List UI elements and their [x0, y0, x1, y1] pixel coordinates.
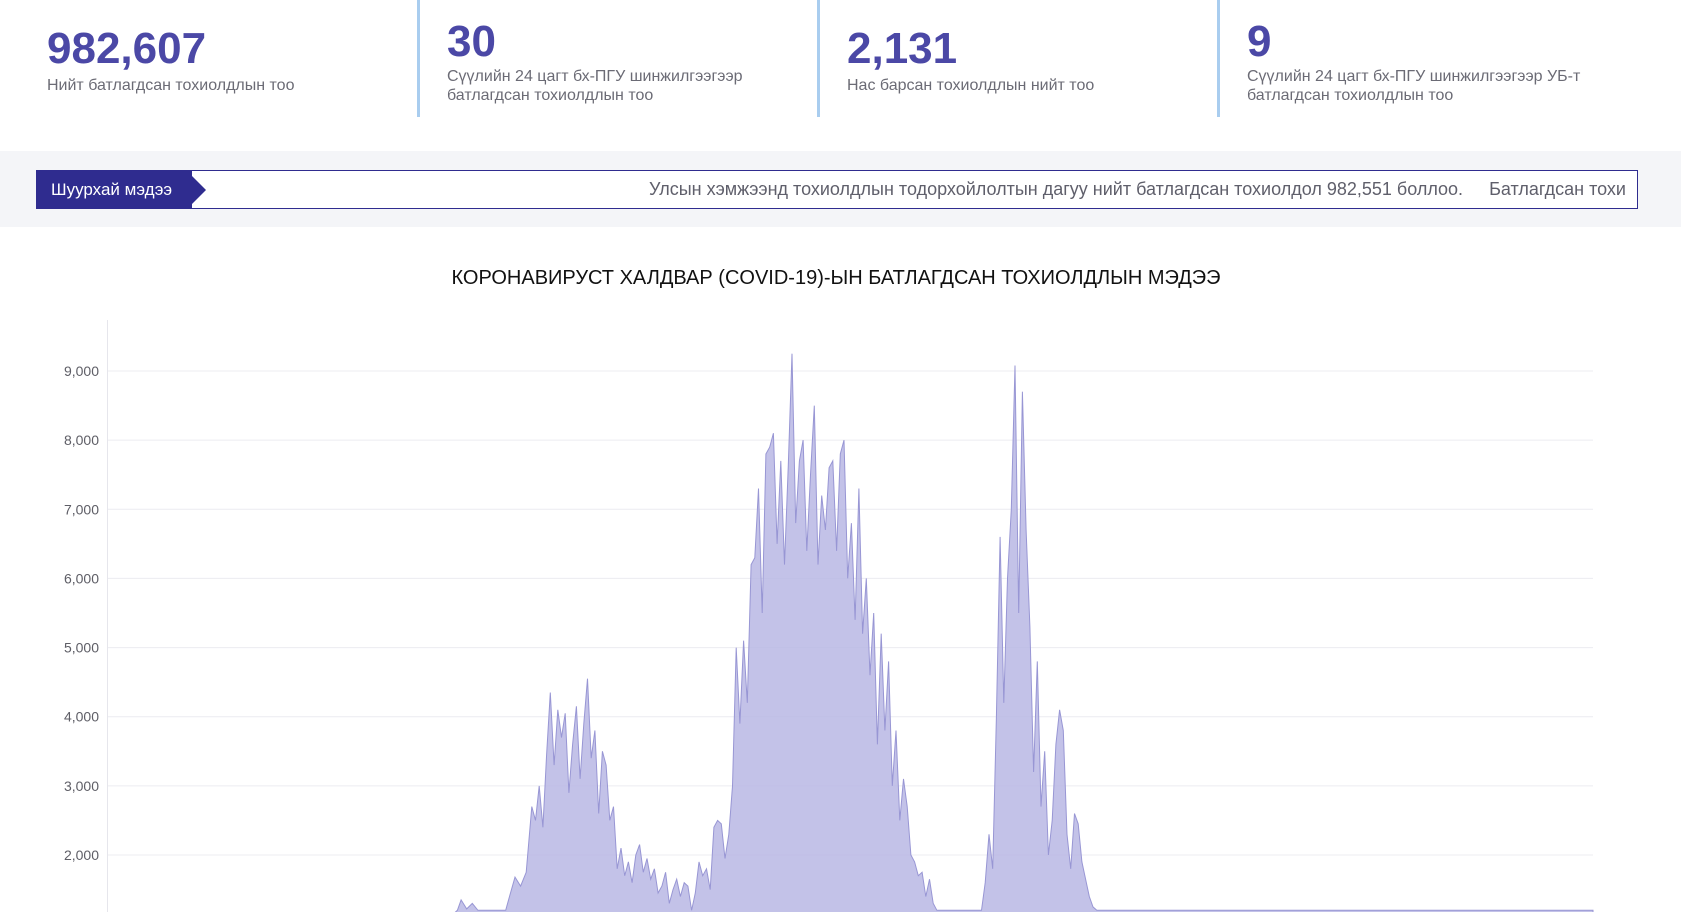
- stat-divider: [417, 0, 420, 117]
- stat-divider: [1217, 0, 1220, 117]
- ticker-message-text: Улсын хэмжээнд тохиолдлын тодорхойлолтын…: [649, 179, 1464, 199]
- stat-value: 30: [447, 17, 496, 66]
- stat-label: Сүүлийн 24 цагт бх-ПГУ шинжилгээгээр бат…: [447, 68, 743, 104]
- ticker-message-next: Батлагдсан тохи: [1489, 179, 1626, 199]
- y-tick-label: 8,000: [64, 432, 99, 448]
- news-ticker[interactable]: Шуурхай мэдээ Улсын хэмжээнд тохиолдлын …: [36, 170, 1638, 209]
- covid-cases-chart: 2,000 3,000 4,000 5,000 6,000 7,000 8,000 9,000: [64, 320, 1594, 912]
- stat-value: 2,131: [847, 24, 958, 73]
- y-axis-ticks: 2,000 3,000 4,000 5,000 6,000 7,000 8,000 9,000: [64, 363, 99, 863]
- stat-divider: [817, 0, 820, 117]
- y-tick-label: 2,000: [64, 847, 99, 863]
- y-tick-label: 5,000: [64, 640, 99, 656]
- stat-value: 9: [1247, 17, 1272, 66]
- series-area: [454, 353, 1594, 912]
- y-tick-label: 7,000: [64, 501, 99, 517]
- y-tick-label: 6,000: [64, 570, 99, 586]
- stat-label: Нас барсан тохиолдлын нийт тоо: [847, 77, 1095, 94]
- ticker-message[interactable]: Улсын хэмжээнд тохиолдлын тодорхойлолтын…: [649, 171, 1626, 208]
- y-tick-label: 4,000: [64, 709, 99, 725]
- stat-label: Нийт батлагдсан тохиолдлын тоо: [47, 77, 295, 94]
- y-tick-label: 3,000: [64, 778, 99, 794]
- chart-title: КОРОНАВИРУСТ ХАЛДВАР (COVID-19)-ЫН БАТЛА…: [451, 267, 1221, 289]
- stat-label: Сүүлийн 24 цагт бх-ПГУ шинжилгээгээр УБ-…: [1247, 68, 1581, 104]
- ticker-tag: Шуурхай мэдээ: [37, 171, 192, 208]
- ticker-arrow-icon: [192, 176, 206, 204]
- news-ticker-band: Шуурхай мэдээ Улсын хэмжээнд тохиолдлын …: [0, 151, 1681, 227]
- y-tick-label: 9,000: [64, 363, 99, 379]
- stat-value: 982,607: [47, 24, 207, 73]
- stats-bar: 982,607 Нийт батлагдсан тохиолдлын тоо 3…: [0, 0, 1681, 140]
